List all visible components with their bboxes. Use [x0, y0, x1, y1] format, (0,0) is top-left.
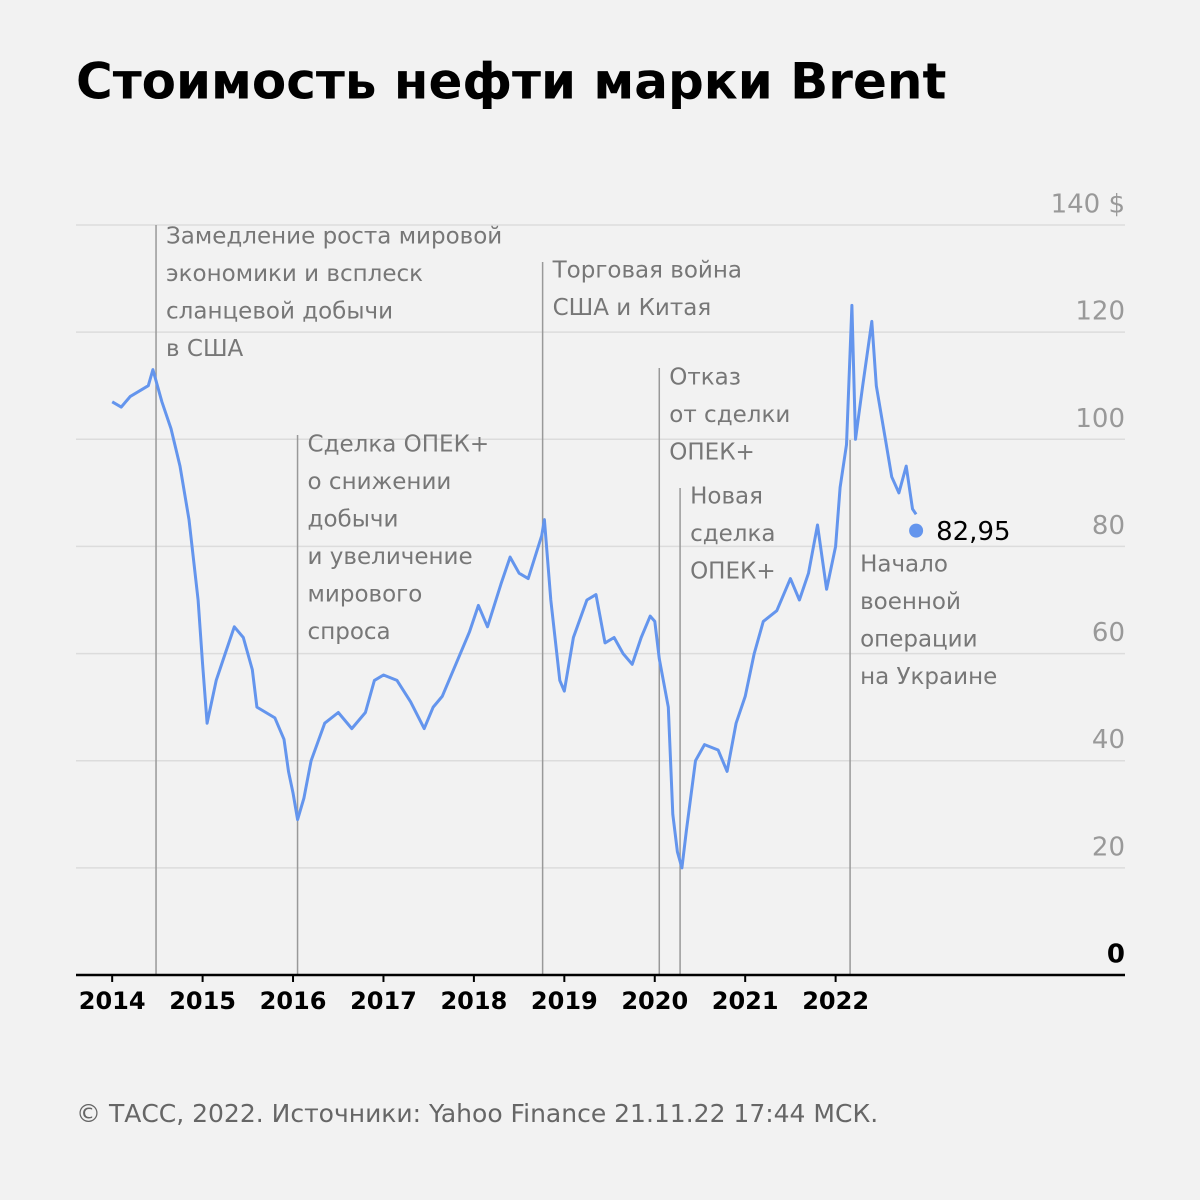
y-tick-label: 100 — [1075, 404, 1125, 434]
annotation-text: операции — [860, 627, 978, 653]
x-tick-label: 2018 — [440, 987, 507, 1015]
end-label: 82,95 — [936, 517, 1010, 547]
x-tick-label: 2019 — [531, 987, 598, 1015]
annotation-text: ОПЕК+ — [690, 559, 776, 585]
annotation-text: ОПЕК+ — [669, 440, 755, 466]
x-tick-label: 2022 — [802, 987, 869, 1015]
annotation-text: военной — [860, 589, 961, 615]
annotation-text: Начало — [860, 552, 948, 578]
footer: © ТАСС, 2022. Источники: Yahoo Finance 2… — [76, 1099, 878, 1128]
annotation-text: спроса — [308, 619, 391, 645]
annotation-text: сланцевой добычи — [166, 299, 393, 325]
annotation-text: на Украине — [860, 664, 997, 690]
annotation-text: экономики и всплеск — [166, 261, 423, 287]
annotation-text: добычи — [308, 507, 399, 533]
y-tick-label: 140 $ — [1051, 190, 1125, 220]
annotation-text: США и Китая — [553, 295, 712, 321]
y-tick-label: 40 — [1092, 725, 1125, 755]
x-tick-label: 2020 — [621, 987, 688, 1015]
annotation-text: и увеличение — [308, 544, 473, 570]
data-line — [111, 303, 918, 870]
annotation-text: сделка — [690, 521, 775, 547]
annotation-text: в США — [166, 336, 244, 362]
y-tick-label: 0 — [1107, 940, 1125, 970]
y-tick-label: 20 — [1092, 832, 1125, 862]
annotation-text: Сделка ОПЕК+ — [308, 432, 490, 458]
annotation-text: Замедление роста мировой — [166, 224, 502, 250]
y-tick-label: 60 — [1092, 618, 1125, 648]
x-tick-label: 2015 — [169, 987, 236, 1015]
chart-title: Стоимость нефти марки Brent — [76, 53, 946, 111]
y-tick-label: 80 — [1092, 511, 1125, 541]
annotation-text: Торговая война — [552, 258, 742, 284]
x-tick-label: 2017 — [350, 987, 417, 1015]
x-tick-label: 2016 — [260, 987, 327, 1015]
annotation-text: мирового — [308, 582, 423, 608]
x-tick-label: 2021 — [712, 987, 779, 1015]
annotation-text: о снижении — [308, 469, 452, 495]
x-tick-label: 2014 — [79, 987, 146, 1015]
annotation-text: от сделки — [669, 402, 790, 428]
annotation-text: Новая — [690, 484, 763, 510]
annotation-text: Отказ — [669, 365, 741, 391]
y-tick-label: 120 — [1075, 297, 1125, 327]
end-marker — [909, 523, 924, 538]
